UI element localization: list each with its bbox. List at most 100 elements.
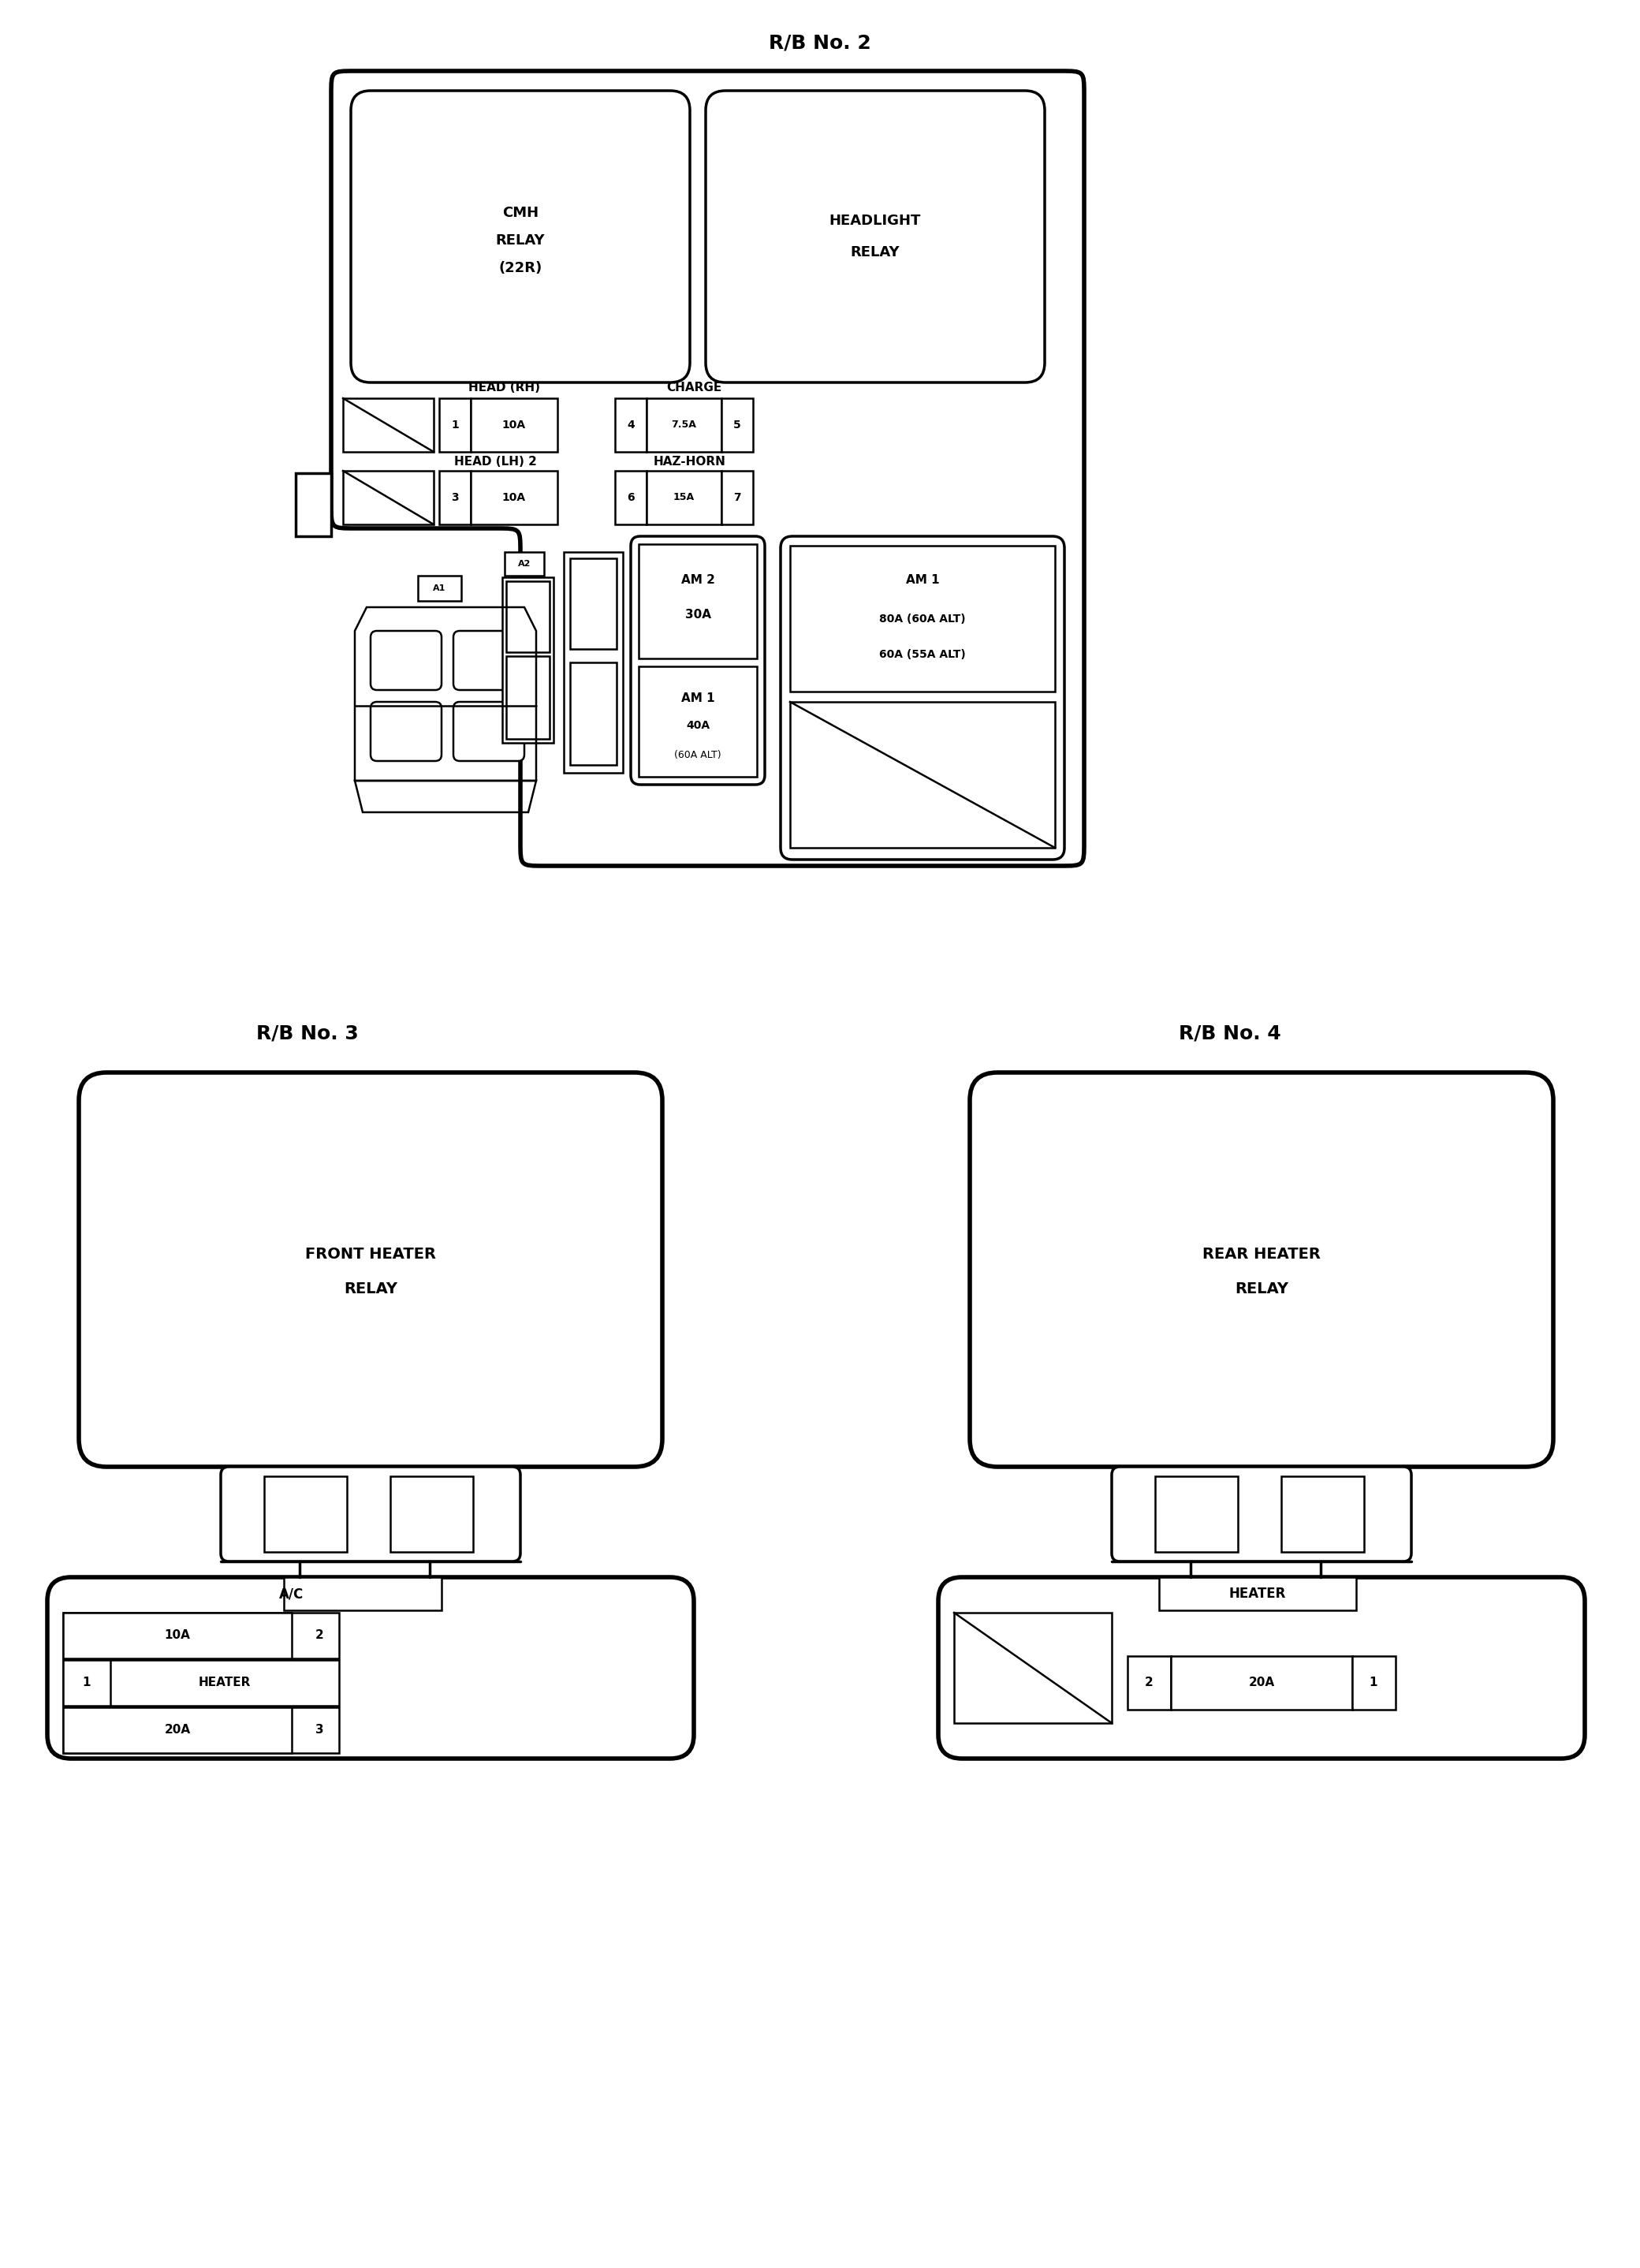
FancyBboxPatch shape [453, 701, 525, 762]
Bar [62, 1660, 339, 1706]
Bar [790, 547, 1055, 692]
FancyBboxPatch shape [371, 701, 441, 762]
Text: (22R): (22R) [499, 261, 543, 274]
Text: R/B No. 4: R/B No. 4 [1179, 1023, 1281, 1043]
Text: 1: 1 [1369, 1676, 1378, 1690]
Text: 20A: 20A [1248, 1676, 1274, 1690]
Text: HEAD (RH): HEAD (RH) [469, 381, 541, 395]
Bar [646, 472, 722, 524]
Text: 4: 4 [626, 420, 635, 431]
Bar [62, 1613, 339, 1658]
Text: 30A: 30A [686, 610, 710, 621]
FancyBboxPatch shape [453, 631, 525, 689]
FancyBboxPatch shape [351, 91, 690, 383]
Bar [615, 399, 646, 451]
Text: R/B No. 2: R/B No. 2 [769, 34, 871, 52]
Bar [284, 1576, 441, 1610]
FancyBboxPatch shape [48, 1576, 694, 1758]
Text: 7.5A: 7.5A [671, 420, 695, 431]
Text: 5: 5 [733, 420, 741, 431]
Text: HEATER: HEATER [198, 1676, 251, 1690]
Text: 1: 1 [82, 1676, 90, 1690]
Bar [471, 399, 558, 451]
Text: 10A: 10A [164, 1631, 190, 1642]
Bar [1128, 1656, 1171, 1710]
Text: AM 1: AM 1 [905, 574, 940, 585]
Text: HEADLIGHT: HEADLIGHT [830, 213, 922, 227]
FancyBboxPatch shape [631, 535, 764, 785]
Text: 2: 2 [315, 1631, 323, 1642]
Text: AM 2: AM 2 [681, 574, 715, 585]
FancyBboxPatch shape [221, 1467, 520, 1560]
Text: REAR HEATER: REAR HEATER [1202, 1247, 1320, 1261]
Text: AM 1: AM 1 [681, 692, 715, 703]
FancyBboxPatch shape [705, 91, 1045, 383]
Bar [1353, 1656, 1396, 1710]
Text: 3: 3 [315, 1724, 323, 1735]
Bar [638, 667, 758, 776]
Bar [62, 1708, 339, 1753]
FancyBboxPatch shape [371, 631, 441, 689]
Text: FRONT HEATER: FRONT HEATER [305, 1247, 436, 1261]
Bar [343, 399, 433, 451]
Text: 40A: 40A [686, 719, 710, 730]
Text: 10A: 10A [502, 420, 526, 431]
Bar [390, 1476, 472, 1551]
Text: 3: 3 [451, 492, 459, 503]
Text: A2: A2 [518, 560, 531, 567]
Bar [507, 655, 549, 739]
Bar [1159, 1576, 1356, 1610]
FancyBboxPatch shape [1112, 1467, 1412, 1560]
Bar [471, 472, 558, 524]
Bar [502, 578, 554, 744]
Bar [295, 474, 331, 535]
Text: 6: 6 [626, 492, 635, 503]
Text: RELAY: RELAY [851, 245, 900, 259]
Bar [1155, 1476, 1238, 1551]
Text: HEAD (LH) 2: HEAD (LH) 2 [454, 456, 536, 467]
Bar [571, 558, 617, 649]
Bar [62, 1613, 292, 1658]
Text: A/C: A/C [279, 1588, 303, 1601]
Bar [615, 472, 646, 524]
Text: RELAY: RELAY [344, 1281, 397, 1297]
Text: 7: 7 [733, 492, 741, 503]
Bar [571, 662, 617, 764]
Text: 80A (60A ALT): 80A (60A ALT) [879, 615, 966, 624]
Text: 60A (55A ALT): 60A (55A ALT) [879, 649, 966, 660]
Text: CMH: CMH [502, 206, 538, 220]
Bar [264, 1476, 348, 1551]
Bar [564, 551, 623, 773]
Text: 1: 1 [451, 420, 459, 431]
Text: 10A: 10A [502, 492, 526, 503]
Bar [507, 581, 549, 653]
Text: CHARGE: CHARGE [666, 381, 722, 395]
Text: 15A: 15A [672, 492, 694, 503]
Text: HEATER: HEATER [1228, 1588, 1286, 1601]
FancyBboxPatch shape [969, 1073, 1553, 1467]
Bar [646, 399, 722, 451]
Bar [722, 472, 753, 524]
Text: RELAY: RELAY [495, 234, 544, 247]
Text: (60A ALT): (60A ALT) [674, 751, 722, 760]
Text: HAZ-HORN: HAZ-HORN [654, 456, 727, 467]
Text: RELAY: RELAY [1235, 1281, 1289, 1297]
Bar [62, 1660, 110, 1706]
Bar [343, 472, 433, 524]
Bar [638, 544, 758, 658]
Bar [505, 551, 544, 576]
FancyBboxPatch shape [79, 1073, 663, 1467]
Bar [62, 1708, 292, 1753]
Text: R/B No. 3: R/B No. 3 [256, 1023, 359, 1043]
Bar [418, 576, 461, 601]
Bar [790, 701, 1055, 848]
Text: 20A: 20A [164, 1724, 190, 1735]
Bar [722, 399, 753, 451]
Bar [440, 472, 471, 524]
Text: 2: 2 [1145, 1676, 1153, 1690]
Bar [1281, 1476, 1364, 1551]
Bar [1171, 1656, 1353, 1710]
Bar [954, 1613, 1112, 1724]
FancyBboxPatch shape [938, 1576, 1584, 1758]
FancyBboxPatch shape [781, 535, 1064, 860]
